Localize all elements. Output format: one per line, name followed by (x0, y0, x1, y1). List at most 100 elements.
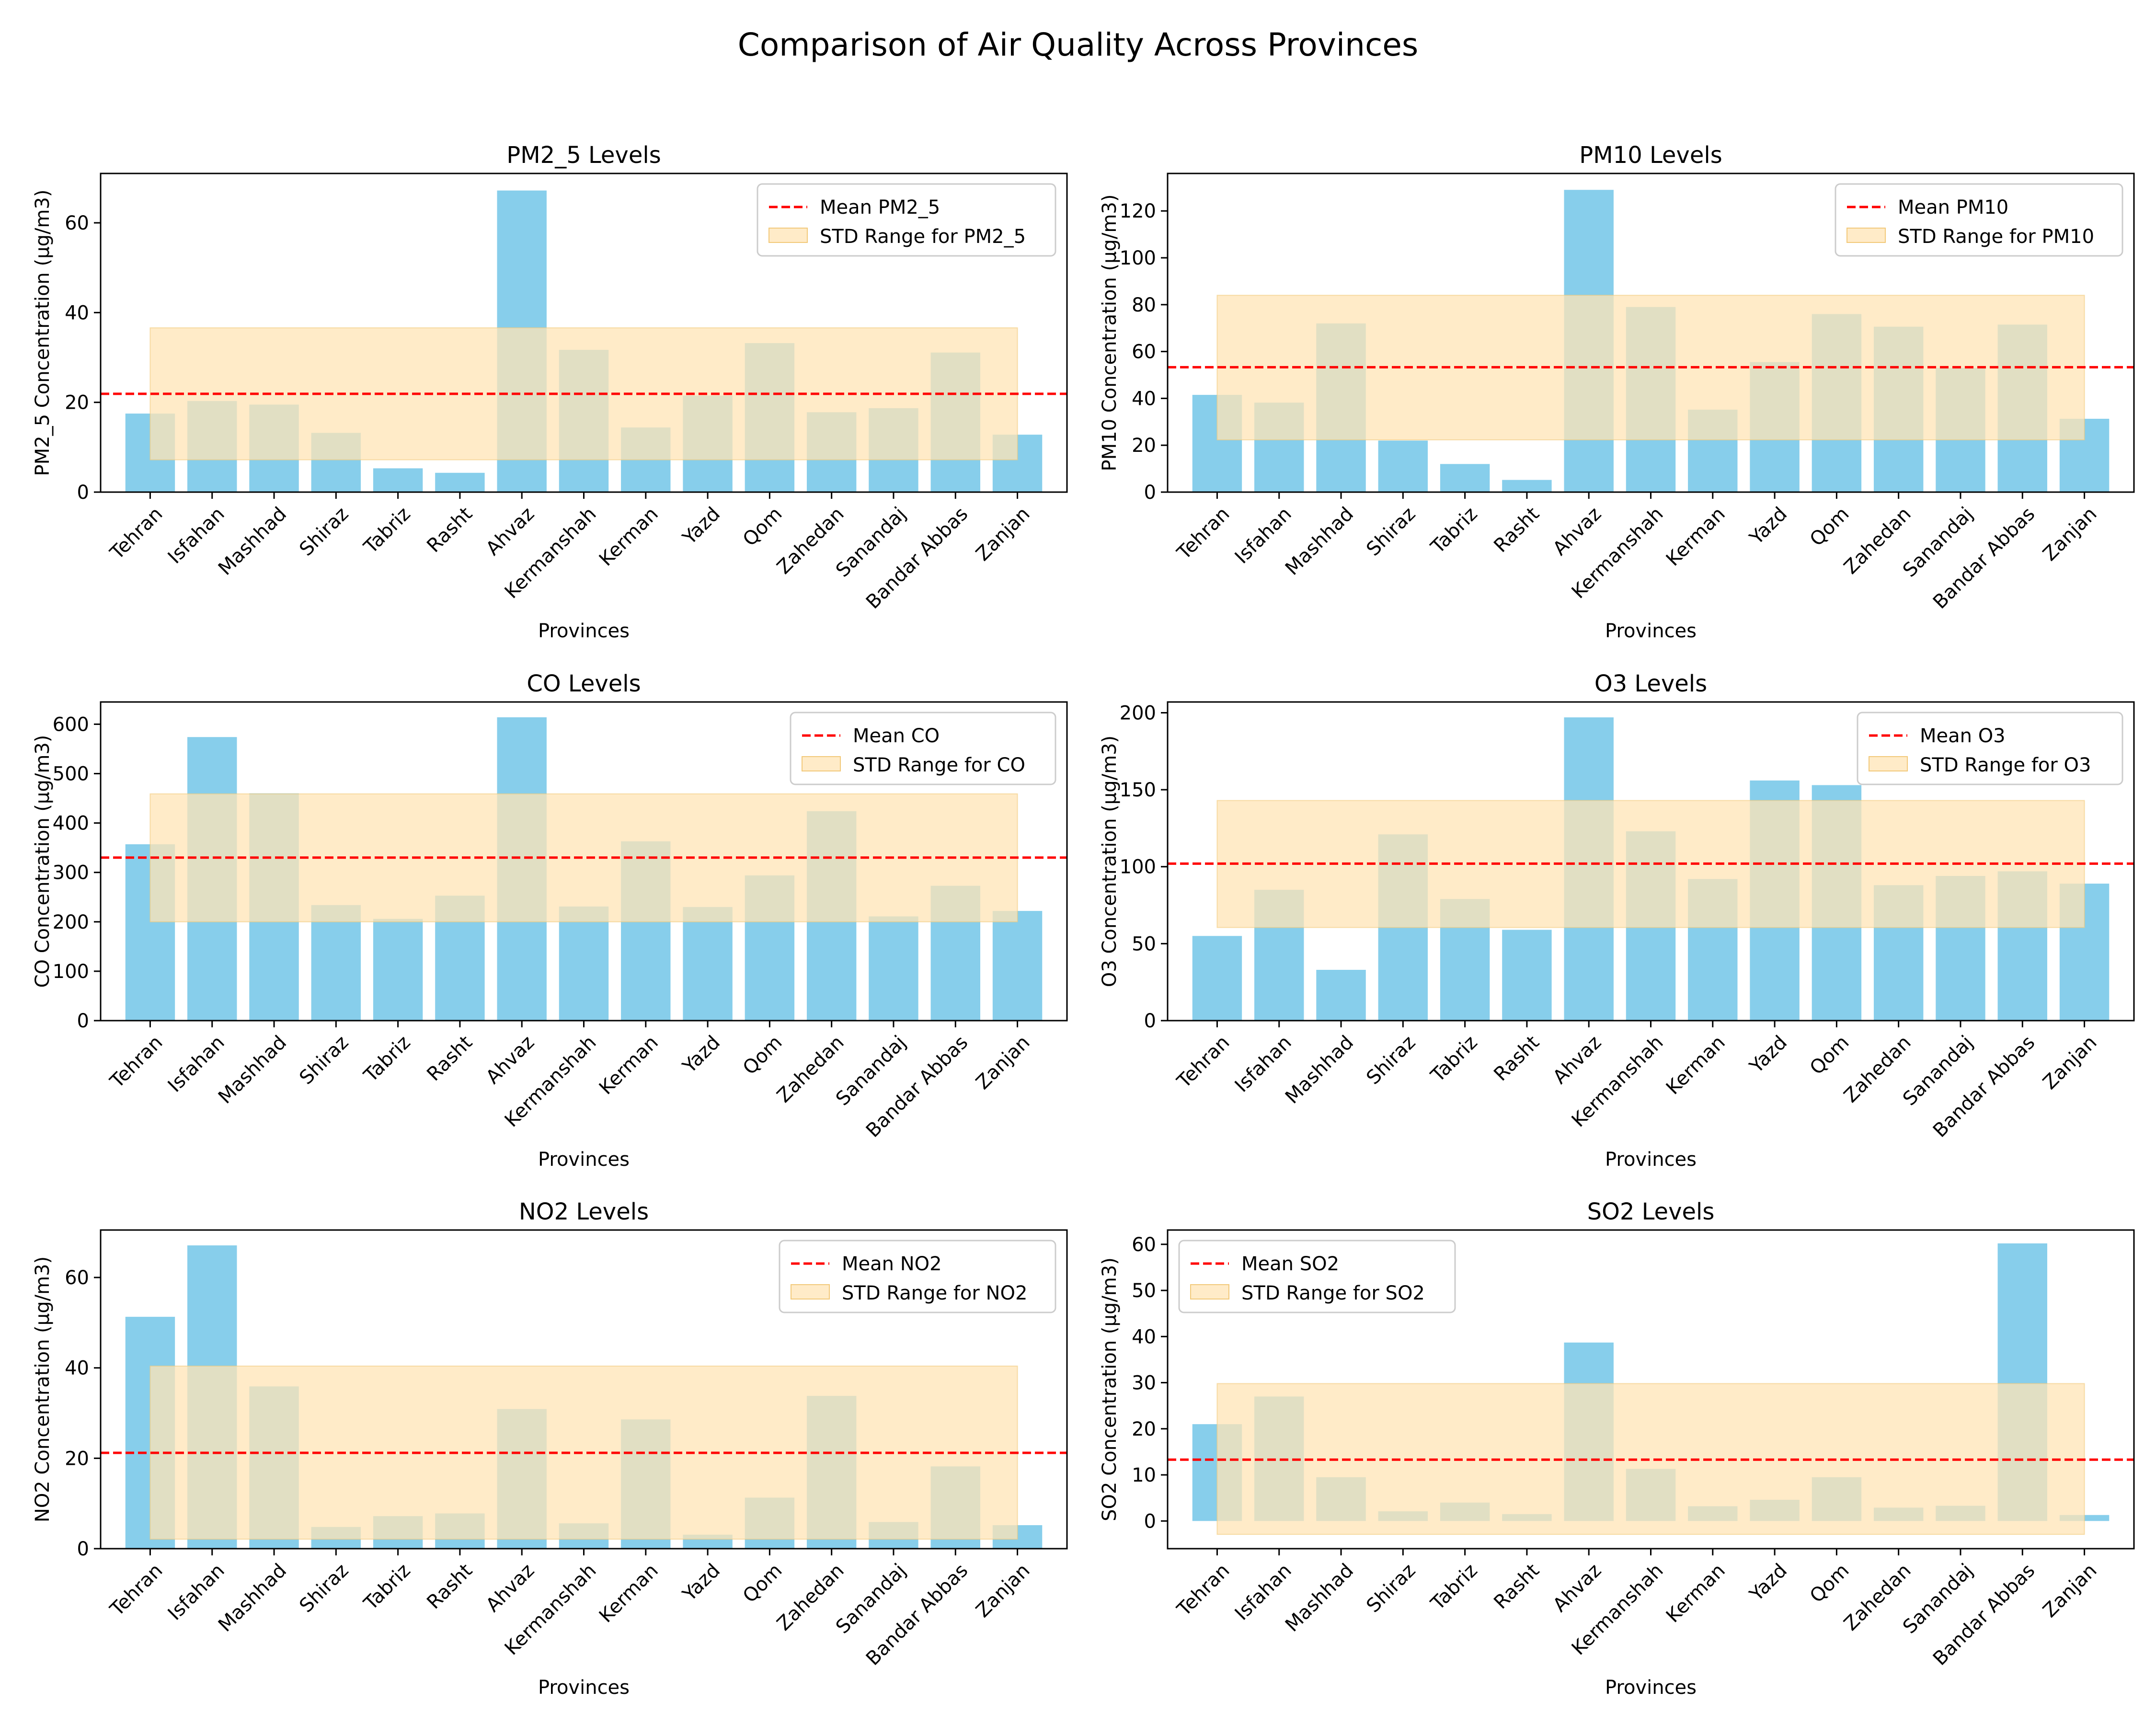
bar-yazd (683, 907, 733, 1021)
y-tick-label: 40 (1132, 388, 1156, 410)
legend-std-swatch (768, 228, 808, 243)
y-tick-label: 60 (1132, 341, 1156, 363)
legend: Mean PM2_5 STD Range for PM2_5 (757, 183, 1056, 257)
y-tick-label: 150 (1120, 779, 1156, 801)
y-tick-label: 40 (65, 1357, 89, 1380)
y-tick-label: 30 (1132, 1372, 1156, 1394)
bar-kermanshah (559, 906, 609, 1021)
y-tick-label: 0 (1144, 1010, 1156, 1032)
y-tick-label: 200 (53, 911, 89, 933)
y-tick-label: 40 (65, 302, 89, 324)
y-axis-label: PM10 Concentration (µg/m3) (1099, 195, 1121, 472)
y-tick-label: 60 (65, 212, 89, 234)
legend-std-label: STD Range for PM10 (1898, 226, 2094, 248)
y-tick-label: 0 (77, 1010, 89, 1032)
y-tick-label: 60 (65, 1267, 89, 1289)
subplot-4: O3 Levels050100150200TehranIsfahanMashha… (1099, 670, 2135, 1171)
y-tick-label: 50 (1132, 1280, 1156, 1302)
y-tick-label: 500 (53, 763, 89, 785)
legend: Mean CO STD Range for CO (790, 712, 1056, 785)
y-tick-label: 0 (77, 482, 89, 504)
legend-std-swatch (1869, 756, 1908, 771)
legend: Mean O3 STD Range for O3 (1857, 712, 2123, 785)
x-axis-label: Provinces (1605, 1149, 1697, 1171)
legend-mean-label: Mean CO (853, 725, 940, 747)
legend-box (1857, 712, 2123, 785)
x-axis-label: Provinces (538, 620, 630, 642)
bar-mashhad (1316, 969, 1366, 1021)
legend-box (1835, 183, 2123, 257)
y-axis-label: PM2_5 Concentration (µg/m3) (32, 190, 54, 476)
x-axis-label: Provinces (1605, 620, 1697, 642)
y-tick-label: 100 (1120, 856, 1156, 878)
bar-tabriz (373, 919, 423, 1021)
legend: Mean SO2 STD Range for SO2 (1178, 1240, 1456, 1313)
bar-rasht (435, 472, 485, 492)
y-tick-label: 600 (53, 713, 89, 736)
subplot-title: PM10 Levels (1579, 142, 1722, 169)
bar-rasht (1502, 930, 1552, 1021)
y-tick-label: 0 (1144, 482, 1156, 504)
y-axis-label: SO2 Concentration (µg/m3) (1099, 1257, 1121, 1521)
x-axis-label: Provinces (1605, 1677, 1697, 1699)
legend-std-swatch (1190, 1284, 1229, 1300)
y-axis-label: CO Concentration (µg/m3) (32, 735, 54, 988)
y-tick-label: 100 (53, 961, 89, 983)
y-tick-label: 0 (1144, 1510, 1156, 1532)
legend-std-label: STD Range for SO2 (1241, 1282, 1425, 1304)
legend-std-label: STD Range for NO2 (842, 1282, 1027, 1304)
y-tick-label: 50 (1132, 933, 1156, 955)
bar-rasht (1502, 480, 1552, 492)
y-tick-label: 0 (77, 1538, 89, 1560)
bar-shiraz (1378, 440, 1428, 492)
subplot-title: O3 Levels (1594, 670, 1707, 697)
x-axis-label: Provinces (538, 1677, 630, 1699)
y-axis-label: NO2 Concentration (µg/m3) (32, 1256, 54, 1522)
legend-std-label: STD Range for CO (853, 754, 1025, 776)
legend-mean-label: Mean SO2 (1241, 1253, 1339, 1275)
legend-box (1178, 1240, 1456, 1313)
subplot-title: CO Levels (527, 670, 641, 697)
bar-tehran (1192, 936, 1242, 1021)
y-tick-label: 400 (53, 813, 89, 835)
subplot-6: SO2 Levels0102030405060TehranIsfahanMash… (1099, 1198, 2135, 1699)
legend: Mean NO2 STD Range for NO2 (779, 1240, 1056, 1313)
legend-std-swatch (791, 1284, 830, 1300)
y-tick-label: 20 (65, 392, 89, 414)
y-tick-label: 20 (1132, 1418, 1156, 1440)
y-tick-label: 10 (1132, 1464, 1156, 1486)
y-tick-label: 40 (1132, 1326, 1156, 1348)
legend-mean-label: Mean PM10 (1898, 196, 2008, 218)
y-tick-label: 20 (65, 1448, 89, 1470)
legend-mean-label: Mean O3 (1920, 725, 2006, 747)
bar-tabriz (373, 468, 423, 492)
legend-box (790, 712, 1056, 785)
y-tick-label: 120 (1120, 200, 1156, 222)
subplot-title: NO2 Levels (519, 1198, 649, 1225)
bar-sanandaj (869, 916, 918, 1021)
legend-box (779, 1240, 1056, 1313)
y-tick-label: 20 (1132, 435, 1156, 457)
y-tick-label: 100 (1120, 247, 1156, 269)
legend-box (757, 183, 1056, 257)
legend-std-label: STD Range for O3 (1920, 754, 2091, 776)
x-axis-label: Provinces (538, 1149, 630, 1171)
bar-zanjan (992, 911, 1043, 1021)
legend-std-swatch (802, 756, 841, 771)
legend: Mean PM10 STD Range for PM10 (1835, 183, 2123, 257)
bar-tabriz (1440, 464, 1490, 492)
bar-shiraz (311, 905, 361, 1021)
subplot-title: PM2_5 Levels (506, 142, 661, 169)
y-tick-label: 80 (1132, 294, 1156, 316)
y-tick-label: 60 (1132, 1234, 1156, 1256)
legend-mean-label: Mean PM2_5 (820, 196, 940, 218)
y-axis-label: O3 Concentration (µg/m3) (1099, 736, 1121, 987)
legend-std-swatch (1846, 228, 1886, 243)
y-tick-label: 300 (53, 862, 89, 884)
subplot-title: SO2 Levels (1587, 1198, 1715, 1225)
y-tick-label: 200 (1120, 702, 1156, 724)
figure-title: Comparison of Air Quality Across Provinc… (738, 26, 1418, 63)
legend-std-label: STD Range for PM2_5 (820, 226, 1026, 248)
legend-mean-label: Mean NO2 (842, 1253, 942, 1275)
